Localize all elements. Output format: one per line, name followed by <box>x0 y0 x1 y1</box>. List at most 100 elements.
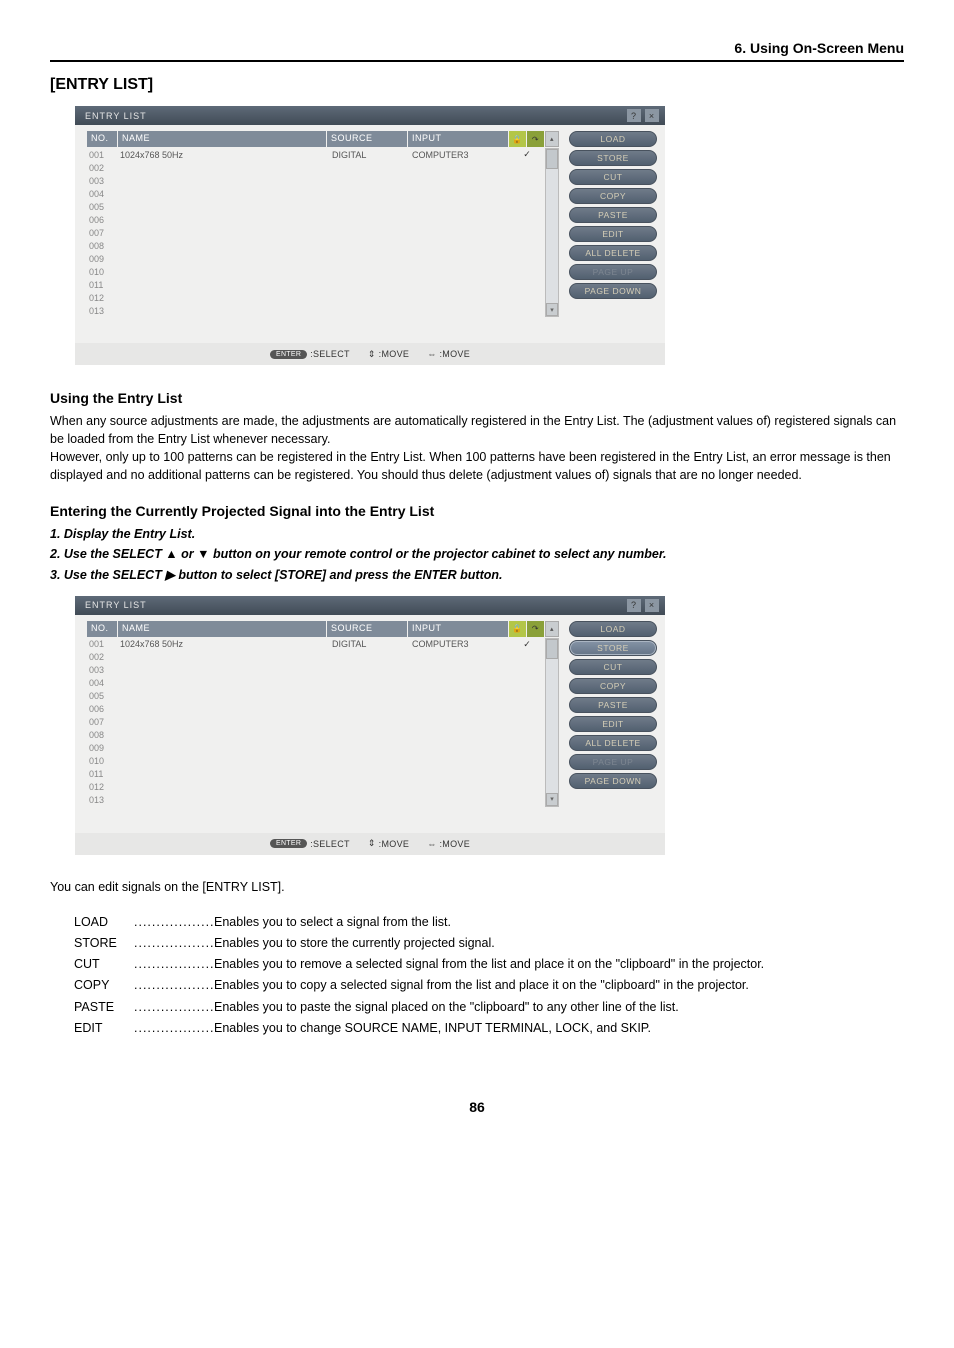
list-row[interactable]: 012 <box>87 781 545 794</box>
cell-name: 1024x768 50Hz <box>117 150 329 160</box>
list-row[interactable]: 004 <box>87 677 545 690</box>
list-row[interactable]: 0011024x768 50HzDIGITALCOMPUTER3✓ <box>87 638 545 651</box>
enter-badge: ENTER <box>270 350 307 359</box>
scroll-down-icon[interactable]: ▾ <box>546 793 558 806</box>
list-row[interactable]: 013 <box>87 304 545 317</box>
section-header-text: 6. Using On-Screen Menu <box>734 40 904 56</box>
help-icon[interactable]: ? <box>627 599 641 612</box>
list-row[interactable]: 005 <box>87 690 545 703</box>
store-button[interactable]: STORE <box>569 640 657 656</box>
cell-no: 004 <box>87 678 117 688</box>
col-header-input: INPUT <box>408 131 508 147</box>
list-row[interactable]: 011 <box>87 278 545 291</box>
copy-button[interactable]: COPY <box>569 678 657 694</box>
list-row[interactable]: 009 <box>87 742 545 755</box>
list-row[interactable]: 002 <box>87 161 545 174</box>
def-dots: ..................... <box>134 1018 214 1039</box>
scrollbar[interactable]: ▾ <box>545 148 559 317</box>
def-dots: ..................... <box>134 933 214 954</box>
def-desc: Enables you to select a signal from the … <box>214 912 904 933</box>
edit-button[interactable]: EDIT <box>569 716 657 732</box>
col-header-source: SOURCE <box>327 621 407 637</box>
status-move-h-text: :MOVE <box>440 349 471 359</box>
panel-statusbar: ENTER :SELECT ⇕ :MOVE ⇔ :MOVE <box>75 833 665 855</box>
list-header: NO. NAME SOURCE INPUT 🔒 ↷ ▴ <box>87 131 559 147</box>
list-row[interactable]: 003 <box>87 664 545 677</box>
cut-button[interactable]: CUT <box>569 169 657 185</box>
titlebar-icons: ? × <box>627 109 659 122</box>
page-down-button[interactable]: PAGE DOWN <box>569 773 657 789</box>
list-row[interactable]: 005 <box>87 200 545 213</box>
list-row[interactable]: 011 <box>87 768 545 781</box>
cell-source: DIGITAL <box>329 150 409 160</box>
col-header-no: NO. <box>87 621 117 637</box>
help-icon[interactable]: ? <box>627 109 641 122</box>
page-up-button[interactable]: PAGE UP <box>569 754 657 770</box>
list-row[interactable]: 007 <box>87 226 545 239</box>
col-header-no: NO. <box>87 131 117 147</box>
def-dots: ..................... <box>134 975 214 996</box>
list-row[interactable]: 004 <box>87 187 545 200</box>
panel-title-text: ENTRY LIST <box>85 111 147 121</box>
list-row[interactable]: 002 <box>87 651 545 664</box>
scroll-up-icon[interactable]: ▴ <box>545 131 559 147</box>
col-header-flags: 🔒 ↷ <box>509 621 545 637</box>
list-row[interactable]: 008 <box>87 239 545 252</box>
list-row[interactable]: 006 <box>87 703 545 716</box>
edit-button[interactable]: EDIT <box>569 226 657 242</box>
page-up-button[interactable]: PAGE UP <box>569 264 657 280</box>
definition-row: LOAD.....................Enables you to … <box>74 912 904 933</box>
def-term: PASTE <box>74 997 134 1018</box>
lock-flag-icon: 🔒 <box>509 621 526 637</box>
def-term: EDIT <box>74 1018 134 1039</box>
using-heading: Using the Entry List <box>50 390 904 406</box>
list-row[interactable]: 008 <box>87 729 545 742</box>
col-header-input: INPUT <box>408 621 508 637</box>
load-button[interactable]: LOAD <box>569 621 657 637</box>
status-select-text: :SELECT <box>310 349 350 359</box>
list-row[interactable]: 007 <box>87 716 545 729</box>
cell-no: 009 <box>87 254 117 264</box>
definition-row: PASTE.....................Enables you to… <box>74 997 904 1018</box>
cell-no: 008 <box>87 730 117 740</box>
def-term: CUT <box>74 954 134 975</box>
list-row[interactable]: 0011024x768 50HzDIGITALCOMPUTER3✓ <box>87 148 545 161</box>
list-row[interactable]: 013 <box>87 794 545 807</box>
status-select: ENTER :SELECT <box>270 349 350 359</box>
list-row[interactable]: 010 <box>87 755 545 768</box>
step-1: 1. Display the Entry List. <box>50 527 904 541</box>
scrollbar[interactable]: ▾ <box>545 638 559 807</box>
scroll-thumb[interactable] <box>546 149 558 169</box>
cell-no: 010 <box>87 756 117 766</box>
load-button[interactable]: LOAD <box>569 131 657 147</box>
def-term: LOAD <box>74 912 134 933</box>
skip-flag-icon: ↷ <box>527 131 544 147</box>
list-header: NO. NAME SOURCE INPUT 🔒 ↷ ▴ <box>87 621 559 637</box>
all-delete-button[interactable]: ALL DELETE <box>569 735 657 751</box>
entry-list-title: [ENTRY LIST] <box>50 76 904 94</box>
panel-footer-blank <box>75 815 665 833</box>
close-icon[interactable]: × <box>645 599 659 612</box>
list-row[interactable]: 012 <box>87 291 545 304</box>
scroll-thumb[interactable] <box>546 639 558 659</box>
scroll-up-icon[interactable]: ▴ <box>545 621 559 637</box>
all-delete-button[interactable]: ALL DELETE <box>569 245 657 261</box>
list-row[interactable]: 003 <box>87 174 545 187</box>
paste-button[interactable]: PASTE <box>569 207 657 223</box>
cell-no: 010 <box>87 267 117 277</box>
titlebar-icons: ? × <box>627 599 659 612</box>
store-button[interactable]: STORE <box>569 150 657 166</box>
cut-button[interactable]: CUT <box>569 659 657 675</box>
scroll-down-icon[interactable]: ▾ <box>546 303 558 316</box>
list-row[interactable]: 010 <box>87 265 545 278</box>
list-row[interactable]: 006 <box>87 213 545 226</box>
list-row[interactable]: 009 <box>87 252 545 265</box>
cell-no: 001 <box>87 639 117 649</box>
paste-button[interactable]: PASTE <box>569 697 657 713</box>
cell-no: 012 <box>87 782 117 792</box>
panel-statusbar: ENTER :SELECT ⇕ :MOVE ⇔ :MOVE <box>75 343 665 365</box>
lock-flag-icon: 🔒 <box>509 131 526 147</box>
close-icon[interactable]: × <box>645 109 659 122</box>
copy-button[interactable]: COPY <box>569 188 657 204</box>
page-down-button[interactable]: PAGE DOWN <box>569 283 657 299</box>
